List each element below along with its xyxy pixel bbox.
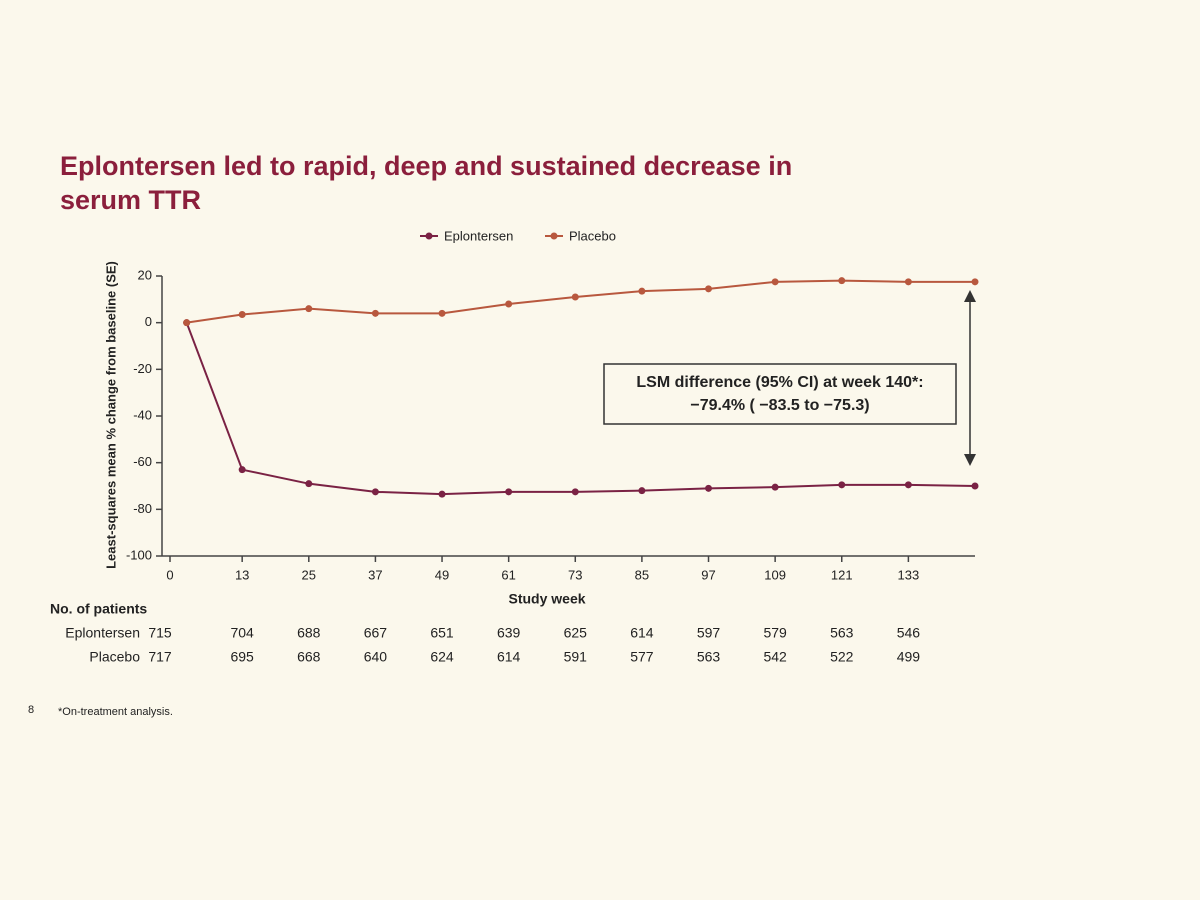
table-cell: 546 <box>897 625 921 641</box>
table-cell: 614 <box>497 649 521 665</box>
table-cell: 542 <box>763 649 787 665</box>
table-cell: 668 <box>297 649 321 665</box>
y-tick-label: 0 <box>145 314 152 329</box>
y-tick-label: -80 <box>133 501 152 516</box>
annotation-text: LSM difference (95% CI) at week 140*: <box>636 374 923 391</box>
legend-marker <box>425 232 433 240</box>
point <box>305 305 313 313</box>
point <box>638 287 646 295</box>
table-cell: 563 <box>830 625 854 641</box>
annotation-box <box>603 363 957 425</box>
y-axis-label: Least-squares mean % change from baselin… <box>103 261 118 569</box>
x-tick-label: 121 <box>831 567 853 582</box>
x-tick-label: 73 <box>568 567 582 582</box>
point <box>971 278 979 286</box>
legend-label: Eplontersen <box>444 228 513 243</box>
x-tick-label: 0 <box>166 567 173 582</box>
table-cell: 614 <box>630 625 654 641</box>
point <box>305 480 313 488</box>
table-cell: 579 <box>763 625 787 641</box>
point <box>571 488 579 496</box>
table-cell: 499 <box>897 649 921 665</box>
point <box>638 487 646 495</box>
point <box>238 311 246 318</box>
table-row-label: Eplontersen <box>65 625 140 641</box>
table-cell: 688 <box>297 625 321 641</box>
point <box>438 490 446 498</box>
x-tick-label: 97 <box>701 567 715 582</box>
x-tick-label: 13 <box>235 567 249 582</box>
footnote: *On-treatment analysis. <box>58 706 173 718</box>
y-tick-label: -60 <box>133 454 152 469</box>
legend-marker <box>550 232 558 240</box>
point <box>371 309 379 317</box>
point <box>438 309 446 317</box>
y-tick-label: 20 <box>138 267 152 282</box>
table-cell: 640 <box>364 649 388 665</box>
y-tick-label: -100 <box>126 547 152 562</box>
point <box>904 481 912 489</box>
x-tick-label: 49 <box>435 567 449 582</box>
title-line: serum TTR <box>60 185 201 215</box>
table-cell: 522 <box>830 649 854 665</box>
table-cell: 715 <box>148 625 172 641</box>
table-cell: 704 <box>230 625 254 641</box>
point <box>904 278 912 286</box>
point <box>238 466 246 474</box>
legend-label: Placebo <box>569 228 616 243</box>
table-cell: 577 <box>630 649 654 665</box>
table-title: No. of patients <box>50 601 147 617</box>
x-tick-label: 61 <box>501 567 515 582</box>
point <box>571 293 579 301</box>
point <box>183 319 191 327</box>
y-tick-label: -40 <box>133 407 152 422</box>
point <box>371 488 379 496</box>
x-tick-label: 85 <box>635 567 649 582</box>
annotation-text: −79.4% ( −83.5 to −75.3) <box>690 397 869 414</box>
x-tick-label: 109 <box>764 567 786 582</box>
point <box>705 484 713 492</box>
y-tick-label: -20 <box>133 361 152 376</box>
table-cell: 667 <box>364 625 388 641</box>
table-cell: 597 <box>697 625 721 641</box>
table-cell: 695 <box>230 649 254 665</box>
series-line <box>186 279 975 324</box>
point <box>705 285 713 293</box>
x-tick-label: 133 <box>898 567 920 582</box>
page-number: 8 <box>28 704 34 716</box>
table-cell: 717 <box>148 649 172 665</box>
point <box>505 488 513 496</box>
table-cell: 625 <box>564 625 588 641</box>
table-cell: 624 <box>430 649 454 665</box>
point <box>771 483 779 491</box>
table-row-label: Placebo <box>89 649 140 665</box>
x-tick-label: 37 <box>368 567 382 582</box>
title-line: Eplontersen led to rapid, deep and susta… <box>60 151 792 181</box>
table-cell: 563 <box>697 649 721 665</box>
point <box>971 482 979 490</box>
point <box>838 481 846 489</box>
x-tick-label: 25 <box>302 567 316 582</box>
point <box>838 277 846 285</box>
table-cell: 591 <box>564 649 588 665</box>
point <box>771 278 779 286</box>
table-cell: 639 <box>497 625 521 641</box>
point <box>505 300 513 308</box>
x-axis-label: Study week <box>508 591 585 607</box>
table-cell: 651 <box>430 625 454 641</box>
